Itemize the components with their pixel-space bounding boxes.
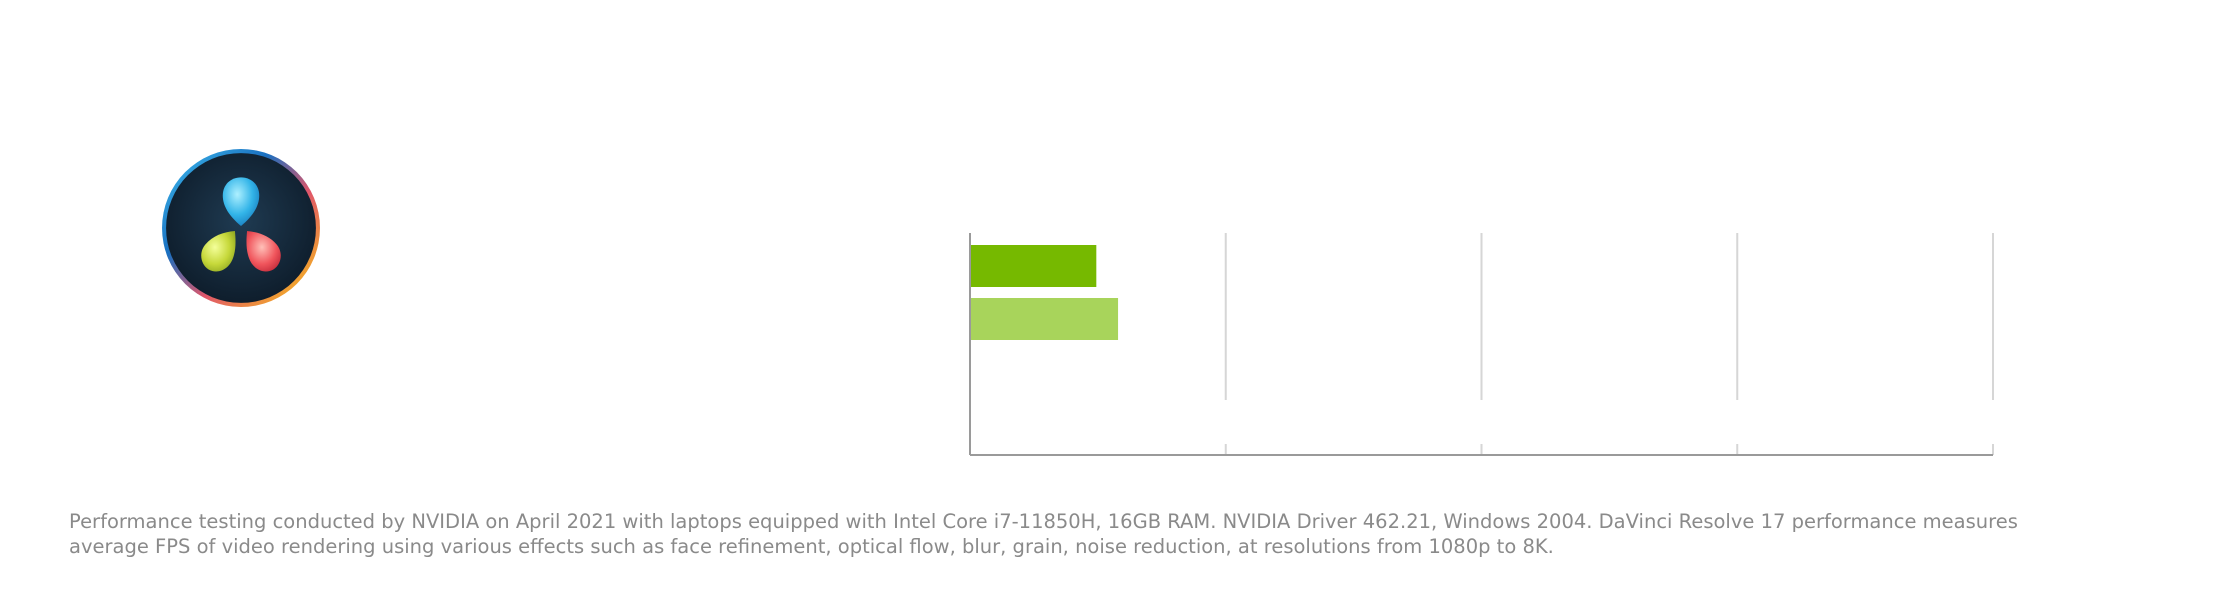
- bar: [971, 298, 1119, 340]
- bar: [971, 245, 1097, 287]
- footnote: Performance testing conducted by NVIDIA …: [69, 509, 2029, 559]
- davinci-resolve-logo-icon: [162, 149, 320, 307]
- chart-axes: [969, 233, 1993, 456]
- chart-bars: [971, 245, 1119, 340]
- footnote-line-2: average FPS of video rendering using var…: [69, 535, 1554, 558]
- footnote-line-1: Performance testing conducted by NVIDIA …: [69, 510, 2018, 533]
- chart-grid: [1224, 233, 1994, 455]
